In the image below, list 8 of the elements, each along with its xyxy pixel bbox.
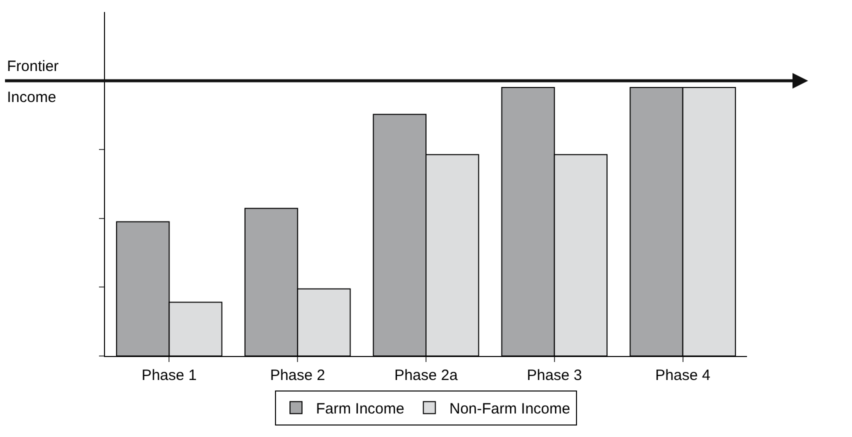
x-tick-label: Phase 3 <box>526 367 582 384</box>
x-tick-label: Phase 2a <box>394 367 458 384</box>
x-tick-label: Phase 2 <box>270 367 326 384</box>
ref-line-label: Frontier Income <box>7 58 59 106</box>
legend-label: Non-Farm Income <box>449 400 570 418</box>
x-tick-label: Phase 1 <box>142 367 197 384</box>
x-tick-label: Phase 4 <box>655 367 710 384</box>
legend-label: Farm Income <box>316 400 404 418</box>
